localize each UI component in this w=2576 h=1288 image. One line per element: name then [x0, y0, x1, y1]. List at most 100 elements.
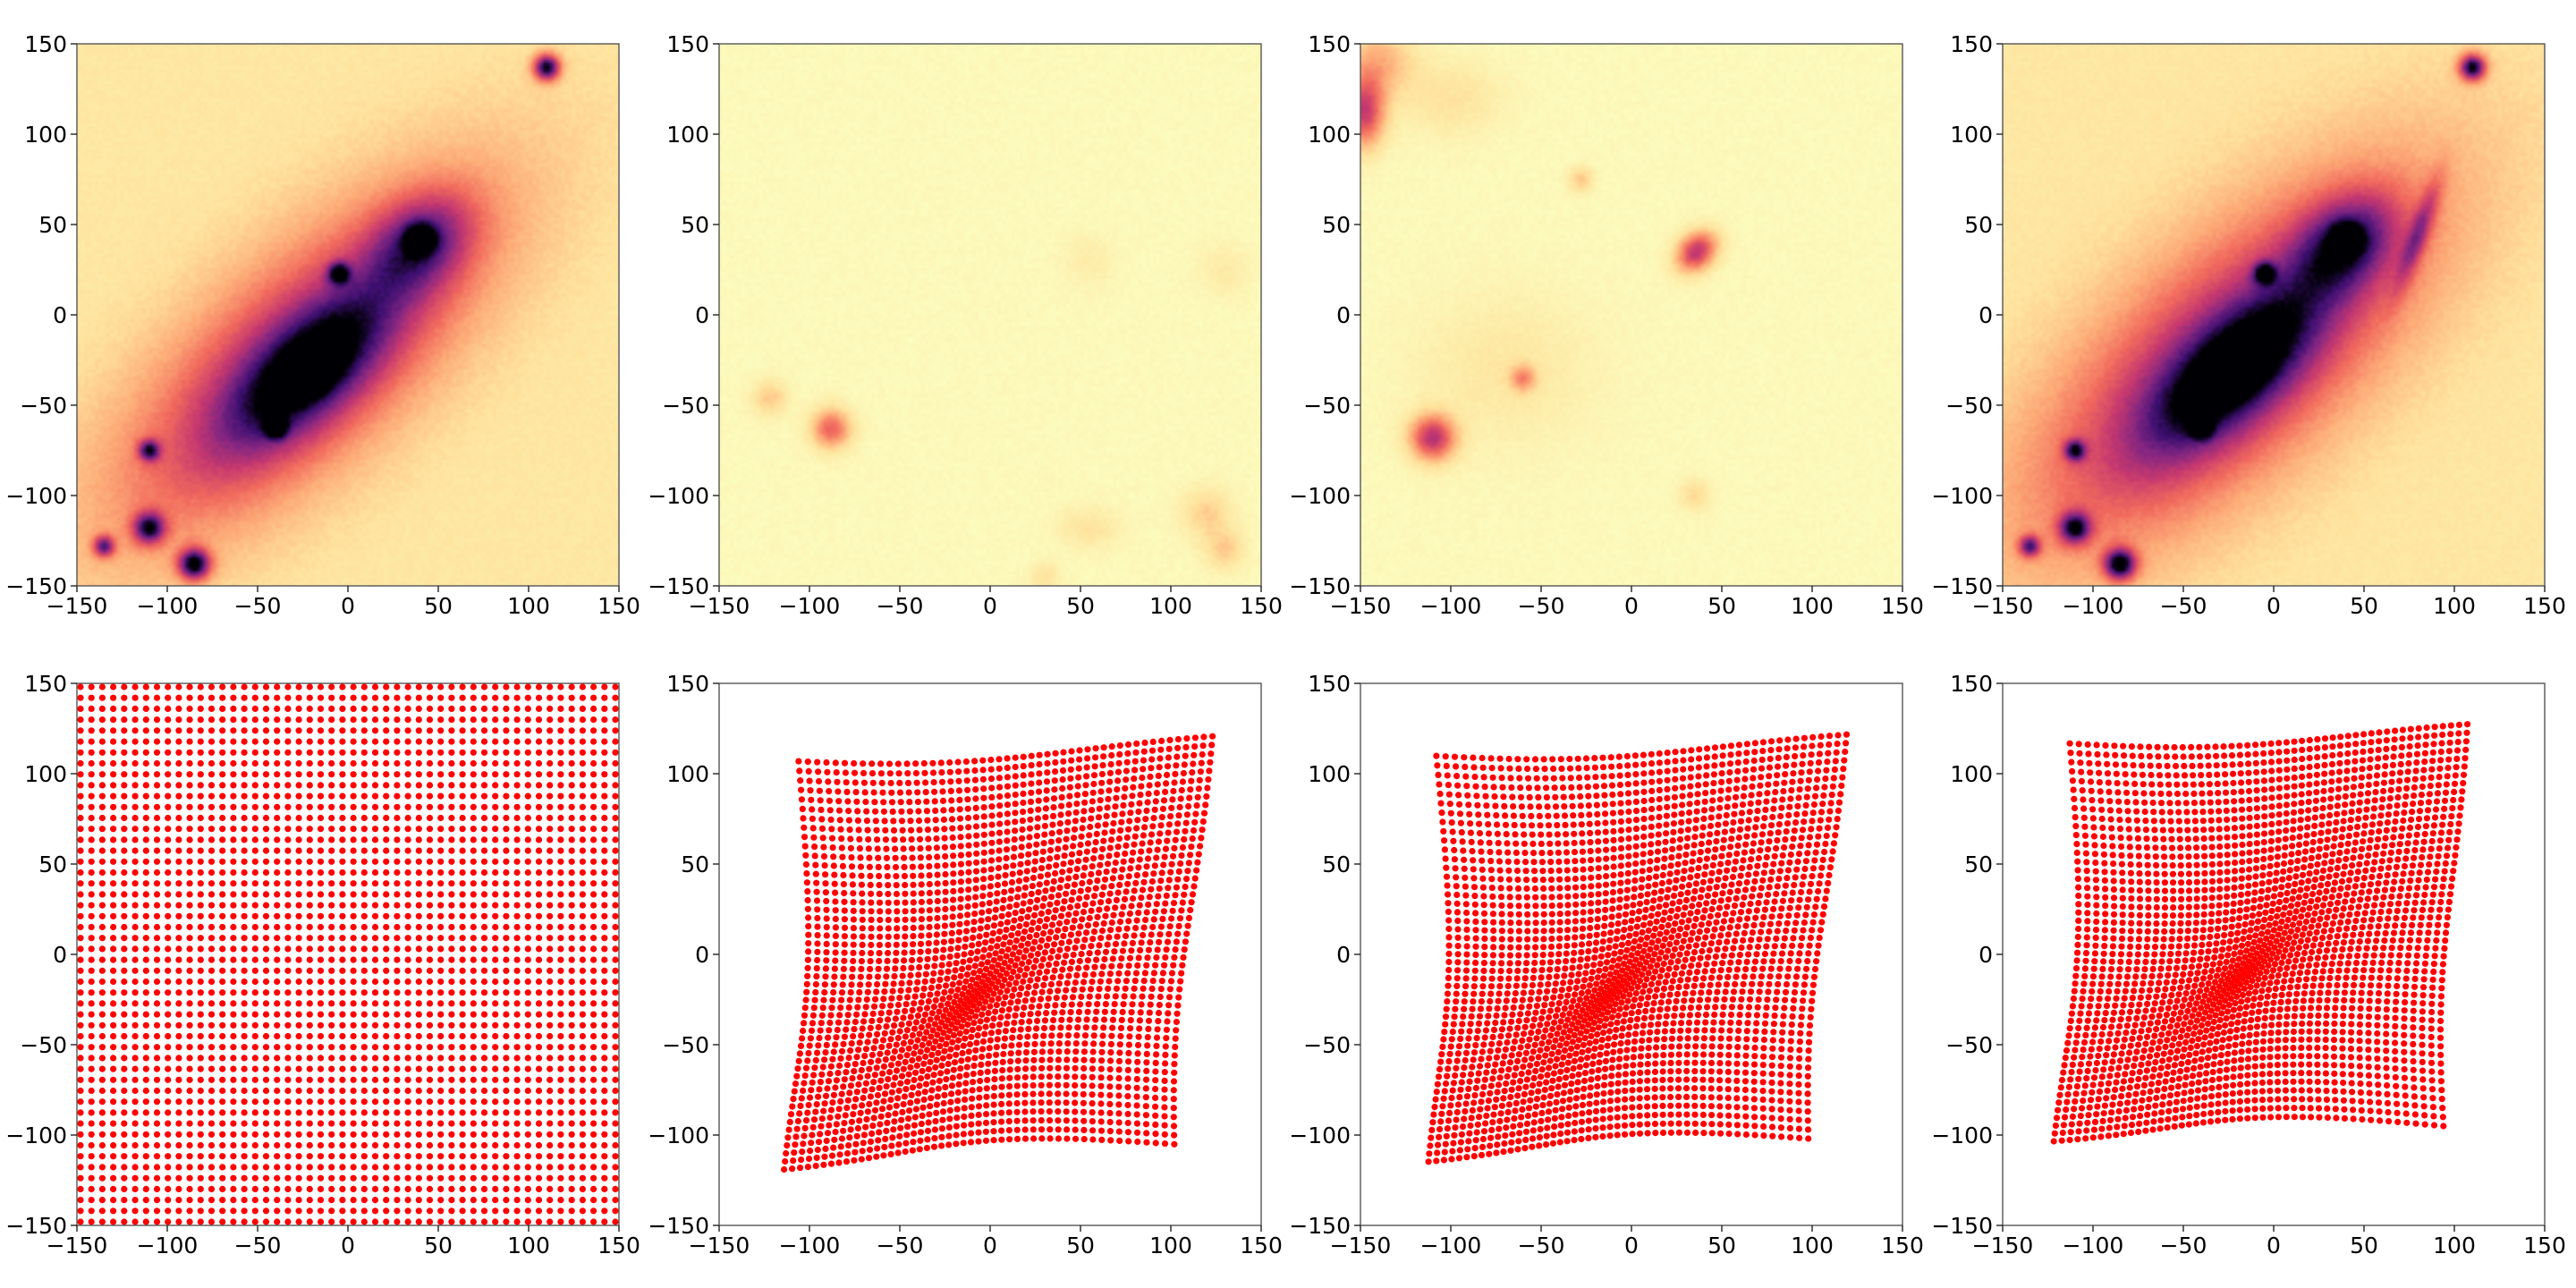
- scatter-point: [317, 1065, 325, 1072]
- scatter-point: [535, 1120, 543, 1127]
- scatter-point: [513, 1055, 521, 1062]
- scatter-point: [579, 1000, 587, 1007]
- scatter-point: [1023, 990, 1030, 997]
- scatter-point: [808, 1087, 815, 1094]
- scatter-point: [360, 716, 368, 724]
- scatter-point: [937, 1070, 945, 1077]
- scatter-point: [981, 1030, 988, 1038]
- scatter-point: [426, 716, 434, 724]
- scatter-point: [982, 1128, 989, 1135]
- scatter-point: [1056, 828, 1063, 835]
- scatter-point: [360, 738, 368, 745]
- scatter-point: [371, 1044, 379, 1051]
- scatter-point: [262, 683, 270, 691]
- scatter-point: [1096, 906, 1103, 913]
- scatter-point: [262, 749, 270, 756]
- scatter-point: [480, 967, 488, 974]
- scatter-point: [328, 1131, 335, 1138]
- scatter-point: [953, 1123, 960, 1130]
- scatter-point: [328, 1218, 335, 1225]
- scatter-point: [165, 1076, 172, 1083]
- scatter-point: [1141, 739, 1148, 747]
- scatter-point: [601, 749, 608, 756]
- scatter-point: [524, 814, 531, 822]
- scatter-point: [142, 836, 149, 843]
- scatter-point: [219, 694, 226, 701]
- scatter-point: [918, 1120, 925, 1128]
- scatter-point: [142, 1131, 149, 1138]
- scatter-point: [568, 858, 575, 865]
- scatter-point: [1035, 925, 1042, 932]
- scatter-point: [969, 1026, 976, 1033]
- scatter-point: [1098, 970, 1106, 978]
- scatter-point: [1154, 781, 1161, 788]
- scatter-point: [360, 1044, 368, 1051]
- scatter-point: [1102, 1001, 1109, 1008]
- density-map-image: [77, 44, 619, 586]
- scatter-point: [962, 1080, 970, 1087]
- scatter-point: [371, 978, 379, 986]
- scatter-point: [317, 792, 325, 800]
- scatter-point: [1080, 1099, 1087, 1106]
- scatter-point: [503, 683, 510, 691]
- scatter-point: [175, 978, 182, 986]
- scatter-point: [480, 1197, 488, 1204]
- scatter-point: [985, 1060, 992, 1067]
- scatter-point: [859, 1025, 866, 1032]
- scatter-point: [1038, 1108, 1045, 1115]
- scatter-point: [1016, 949, 1023, 956]
- scatter-point: [851, 1068, 858, 1075]
- scatter-point: [110, 1109, 117, 1116]
- scatter-point: [448, 814, 455, 822]
- scatter-point: [979, 1046, 987, 1053]
- scatter-point: [557, 759, 564, 767]
- scatter-point: [230, 836, 237, 843]
- scatter-point: [459, 1076, 466, 1083]
- scatter-point: [284, 1076, 292, 1083]
- scatter-point: [448, 923, 455, 931]
- scatter-point: [812, 1108, 819, 1115]
- scatter-point: [1080, 909, 1088, 916]
- scatter-point: [1114, 777, 1122, 784]
- scatter-point: [394, 858, 401, 865]
- scatter-point: [241, 716, 248, 724]
- scatter-point: [988, 963, 996, 970]
- scatter-point: [77, 1141, 84, 1149]
- scatter-point: [965, 877, 972, 885]
- scatter-point: [131, 1044, 139, 1051]
- scatter-point: [557, 1197, 564, 1204]
- scatter-point: [142, 1032, 149, 1040]
- scatter-point: [860, 779, 869, 786]
- scatter-point: [1141, 970, 1148, 977]
- scatter-point: [121, 902, 128, 909]
- scatter-point: [98, 967, 106, 974]
- x-tick-label: 0: [341, 593, 355, 619]
- scatter-point: [404, 814, 411, 822]
- x-tick-label: 150: [597, 593, 640, 619]
- scatter-point: [480, 1174, 488, 1182]
- scatter-point: [1146, 847, 1153, 854]
- scatter-point: [579, 967, 587, 974]
- scatter-point: [480, 1131, 488, 1138]
- scatter-point: [979, 1053, 986, 1061]
- scatter-point: [513, 989, 521, 996]
- scatter-point: [186, 1076, 193, 1083]
- scatter-point: [1133, 740, 1140, 748]
- scatter-point: [822, 1049, 829, 1056]
- scatter-point: [1154, 846, 1161, 853]
- scatter-point: [284, 956, 292, 963]
- scatter-point: [175, 782, 182, 789]
- scatter-point: [890, 818, 897, 825]
- scatter-point: [612, 935, 619, 942]
- scatter-point: [360, 1021, 368, 1029]
- scatter-point: [874, 845, 881, 852]
- scatter-point: [208, 1000, 216, 1007]
- scatter-point: [1138, 848, 1145, 855]
- scatter-point: [994, 1036, 1001, 1043]
- scatter-point: [1101, 876, 1109, 883]
- scatter-point: [448, 1141, 455, 1149]
- scatter-point: [142, 1174, 149, 1182]
- scatter-point: [1124, 1110, 1131, 1118]
- scatter-point: [1144, 1042, 1151, 1049]
- scatter-point: [922, 1053, 929, 1061]
